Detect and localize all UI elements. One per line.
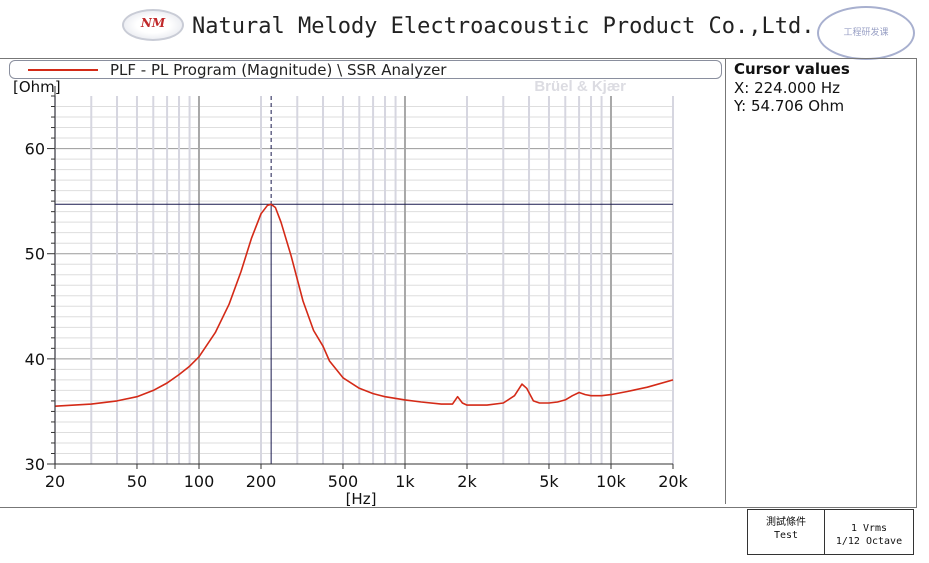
impedance-series-line xyxy=(54,203,674,407)
y-tick-label: 60 xyxy=(25,140,45,159)
analyzer-frame xyxy=(0,58,917,508)
report-header: NM Natural Melody Electroacoustic Produc… xyxy=(0,0,929,60)
x-tick-label: 1k xyxy=(395,472,415,491)
watermark-text: Brüel & Kjær xyxy=(534,78,626,95)
cursor-x-readout: X: 224.000 Hz xyxy=(734,79,841,97)
cursor-crosshair xyxy=(55,96,673,464)
x-tick-label: 5k xyxy=(539,472,559,491)
x-tick-label: 100 xyxy=(184,472,215,491)
engineering-seal: 工程研发课 xyxy=(817,6,915,60)
y-tick-label: 30 xyxy=(25,455,45,474)
seal-text: 工程研发课 xyxy=(843,28,889,38)
x-tick-label: 500 xyxy=(328,472,359,491)
test-level: 1 Vrms xyxy=(850,523,888,534)
x-axis-label: [Hz] xyxy=(346,490,377,508)
impedance-chart: Brüel & Kjær 20 50 100 200 500 1k 2k 5k 10k 20k 30… xyxy=(13,78,689,508)
legend-line-swatch xyxy=(28,69,98,71)
x-tick-label: 20 xyxy=(45,472,65,491)
test-resolution: 1/12 Octave xyxy=(835,536,903,547)
cursor-y-readout: Y: 54.706 Ohm xyxy=(734,97,845,115)
x-tick-label: 10k xyxy=(596,472,626,491)
company-name: Natural Melody Electroacoustic Product C… xyxy=(192,14,815,39)
x-tick-label: 200 xyxy=(246,472,277,491)
series-layer xyxy=(54,203,674,407)
legend-label: PLF - PL Program (Magnitude) \ SSR Analy… xyxy=(110,61,447,79)
test-condition-en: Test xyxy=(773,530,799,541)
x-tick-label: 50 xyxy=(127,472,147,491)
axes: 20 50 100 200 500 1k 2k 5k 10k 20k 30 40 50 60 xyxy=(25,86,689,491)
test-condition-value-cell: 1 Vrms 1/12 Octave xyxy=(824,509,914,555)
cursor-values-panel: Cursor values X: 224.000 Hz Y: 54.706 Oh… xyxy=(725,59,916,504)
legend: PLF - PL Program (Magnitude) \ SSR Analy… xyxy=(9,60,722,79)
logo-text: NM xyxy=(140,16,166,30)
y-tick-label: 40 xyxy=(25,350,45,369)
cursor-values-title: Cursor values xyxy=(734,60,850,78)
y-axis-label: [Ohm] xyxy=(13,78,61,96)
y-tick-label: 50 xyxy=(25,245,45,264)
test-condition-label-cell: 測試條件 Test xyxy=(747,509,825,555)
grid xyxy=(54,96,674,464)
x-tick-label: 20k xyxy=(658,472,688,491)
test-condition-cn: 測試條件 xyxy=(766,517,806,528)
x-tick-label: 2k xyxy=(457,472,477,491)
company-logo: NM xyxy=(122,9,184,41)
